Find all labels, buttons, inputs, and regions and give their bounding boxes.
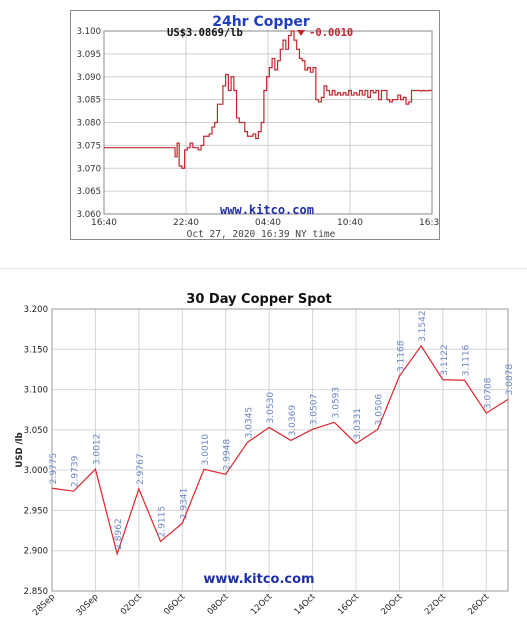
- point-label: 2.9115: [158, 506, 168, 538]
- point-label: 2.9767: [136, 453, 146, 485]
- chart-24hr-svg: 3.060 3.065 3.070 3.075 3.080 3.085 3.090 3.095…: [77, 14, 446, 240]
- change-label: -0.0010: [309, 27, 353, 39]
- point-label: 2.9341: [179, 488, 189, 520]
- point-label: 3.0010: [201, 434, 211, 466]
- y-tick-label: 3.100: [24, 386, 48, 396]
- x-tick-label: 02Oct: [119, 592, 145, 618]
- x-tick-label: 06Oct: [162, 592, 188, 618]
- x-tick-label: 16:40: [91, 218, 117, 228]
- chart-24hr-copper: 3.060 3.065 3.070 3.075 3.080 3.085 3.090 3.095…: [70, 10, 446, 240]
- price-line-24hr: [104, 30, 433, 169]
- x-tick-label: 08Oct: [206, 592, 232, 618]
- point-label: 3.0593: [331, 387, 341, 419]
- plot-frame: [103, 30, 433, 215]
- y-tick-label: 3.065: [77, 187, 101, 197]
- y-tick-label: 2.900: [24, 547, 48, 557]
- y-tick-label: 3.085: [77, 96, 101, 106]
- price-line-30day: [51, 344, 509, 556]
- y-tick-label: 2.950: [24, 506, 48, 516]
- x-tick-label: 30Sep: [74, 592, 100, 618]
- price-label: US$3.0869/lb: [167, 27, 243, 39]
- point-label: 3.0708: [483, 377, 493, 409]
- y-tick-label: 3.075: [77, 141, 101, 151]
- chart-title: 24hr Copper: [212, 14, 310, 30]
- x-tick-label: 26Oct: [466, 592, 492, 618]
- y-tick-label: 3.050: [24, 426, 48, 436]
- point-label: 2.8962: [114, 518, 124, 550]
- point-label: 3.1168: [396, 340, 406, 372]
- x-tick-label: 14Oct: [293, 592, 319, 618]
- y-tick-label: 3.090: [77, 73, 101, 83]
- point-label: 3.1122: [440, 344, 450, 376]
- y-tick-label: 3.150: [24, 345, 48, 355]
- point-label: 3.1116: [462, 344, 472, 376]
- x-tick-label: 16:38: [419, 218, 439, 228]
- point-label: 3.0369: [288, 405, 298, 437]
- point-label: 3.0530: [266, 392, 276, 424]
- x-tick-label: 04:40: [255, 218, 281, 228]
- y-tick-label: 3.095: [77, 50, 101, 60]
- chart-30day-svg: 2.850 2.900 2.950 3.000 3.050 3.100 3.150 3.200…: [15, 292, 515, 618]
- point-label: 3.0506: [375, 394, 385, 426]
- chart-title: 30 Day Copper Spot: [186, 292, 331, 307]
- plot-frame: [51, 308, 509, 592]
- chart-30day-copper: 2.850 2.900 2.950 3.000 3.050 3.100 3.150 3.200…: [0, 268, 527, 626]
- y-tick-label: 3.080: [77, 119, 101, 129]
- down-arrow-icon: [297, 30, 305, 36]
- point-label: 3.0345: [244, 407, 254, 439]
- point-label: 3.0878: [505, 364, 515, 396]
- point-label: 2.9739: [71, 455, 81, 487]
- point-label: 3.0331: [353, 408, 363, 440]
- x-tick-label: 16Oct: [336, 592, 362, 618]
- x-tick-label: 22Oct: [423, 592, 449, 618]
- x-tick-label: 12Oct: [249, 592, 275, 618]
- point-label: 3.0012: [92, 434, 102, 466]
- y-tick-label: 3.070: [77, 164, 101, 174]
- y-tick-label: 3.060: [77, 210, 101, 220]
- x-tick-label: 22:40: [173, 218, 199, 228]
- timestamp-footer: Oct 27, 2020 16:39 NY time: [187, 229, 336, 239]
- y-tick-label: 3.000: [24, 466, 48, 476]
- point-label: 2.9775: [49, 453, 59, 485]
- x-tick-label: 20Oct: [379, 592, 405, 618]
- point-label: 2.9948: [223, 439, 233, 471]
- y-axis-label: USD /lb: [15, 432, 25, 467]
- watermark: www.kitco.com: [220, 203, 314, 217]
- y-tick-label: 3.100: [77, 27, 101, 37]
- watermark: www.kitco.com: [203, 572, 314, 587]
- x-tick-label: 10:40: [337, 218, 363, 228]
- point-label: 3.1542: [418, 310, 428, 342]
- section-divider: [0, 268, 527, 269]
- y-tick-label: 3.200: [24, 305, 48, 315]
- point-label: 3.0507: [310, 394, 320, 426]
- y-tick-label: 2.850: [24, 587, 48, 597]
